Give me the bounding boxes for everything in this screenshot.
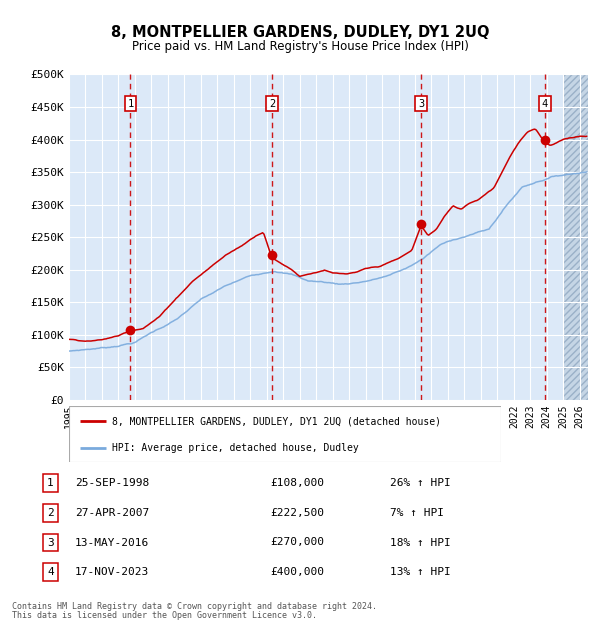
FancyBboxPatch shape: [43, 564, 58, 581]
Text: £400,000: £400,000: [270, 567, 324, 577]
Text: 2: 2: [269, 99, 275, 108]
Text: 4: 4: [542, 99, 548, 108]
Text: 8, MONTPELLIER GARDENS, DUDLEY, DY1 2UQ: 8, MONTPELLIER GARDENS, DUDLEY, DY1 2UQ: [111, 25, 489, 40]
Text: 1: 1: [47, 478, 54, 488]
Text: £108,000: £108,000: [270, 478, 324, 488]
Text: 8, MONTPELLIER GARDENS, DUDLEY, DY1 2UQ (detached house): 8, MONTPELLIER GARDENS, DUDLEY, DY1 2UQ …: [112, 416, 441, 426]
Text: 4: 4: [47, 567, 54, 577]
Bar: [563, 74, 588, 400]
FancyBboxPatch shape: [43, 474, 58, 492]
Bar: [563, 74, 588, 400]
Text: This data is licensed under the Open Government Licence v3.0.: This data is licensed under the Open Gov…: [12, 611, 317, 619]
Text: £222,500: £222,500: [270, 508, 324, 518]
Text: 13% ↑ HPI: 13% ↑ HPI: [390, 567, 451, 577]
Text: 3: 3: [47, 538, 54, 547]
Text: HPI: Average price, detached house, Dudley: HPI: Average price, detached house, Dudl…: [112, 443, 359, 453]
Text: 26% ↑ HPI: 26% ↑ HPI: [390, 478, 451, 488]
Text: 18% ↑ HPI: 18% ↑ HPI: [390, 538, 451, 547]
Text: Contains HM Land Registry data © Crown copyright and database right 2024.: Contains HM Land Registry data © Crown c…: [12, 602, 377, 611]
Text: 25-SEP-1998: 25-SEP-1998: [75, 478, 149, 488]
Text: 1: 1: [127, 99, 134, 108]
Text: 13-MAY-2016: 13-MAY-2016: [75, 538, 149, 547]
Text: £270,000: £270,000: [270, 538, 324, 547]
FancyBboxPatch shape: [43, 534, 58, 551]
Text: 27-APR-2007: 27-APR-2007: [75, 508, 149, 518]
Text: 7% ↑ HPI: 7% ↑ HPI: [390, 508, 444, 518]
Text: Price paid vs. HM Land Registry's House Price Index (HPI): Price paid vs. HM Land Registry's House …: [131, 40, 469, 53]
Text: 2: 2: [47, 508, 54, 518]
FancyBboxPatch shape: [43, 504, 58, 521]
FancyBboxPatch shape: [69, 406, 501, 462]
Text: 17-NOV-2023: 17-NOV-2023: [75, 567, 149, 577]
Text: 3: 3: [418, 99, 424, 108]
